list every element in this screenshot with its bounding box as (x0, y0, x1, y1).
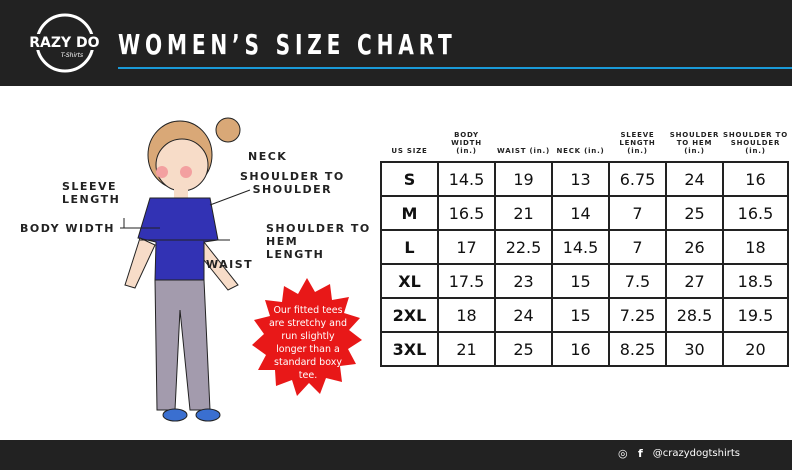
value-cell: 22.5 (494, 229, 553, 265)
value-cell: 17.5 (437, 263, 496, 299)
label-body-width: BODY WIDTH (20, 222, 115, 235)
size-cell: 3XL (380, 331, 439, 367)
callout-starburst (252, 278, 362, 396)
label-shoulder-to-shoulder: SHOULDER TO SHOULDER (240, 170, 345, 196)
table-row: S 14.5 19 13 6.75 24 16 (380, 161, 789, 197)
size-table: US SIZE BODY WIDTH (in.) WAIST (in.) NECK (… (380, 125, 789, 367)
header: CRAZY DOG T-Shirts WOMEN’S SIZE CHART (0, 0, 792, 86)
value-cell: 19 (494, 161, 553, 197)
label-sleeve-length: SLEEVE LENGTH (62, 180, 121, 206)
value-cell: 8.25 (608, 331, 667, 367)
table-row: M 16.5 21 14 7 25 16.5 (380, 195, 789, 231)
value-cell: 19.5 (722, 297, 789, 333)
value-cell: 26 (665, 229, 724, 265)
size-cell: M (380, 195, 439, 231)
label-neck: NECK (248, 150, 288, 163)
size-cell: S (380, 161, 439, 197)
value-cell: 28.5 (665, 297, 724, 333)
value-cell: 16 (722, 161, 789, 197)
column-header: NECK (in.) (556, 147, 605, 155)
value-cell: 14 (551, 195, 610, 231)
value-cell: 15 (551, 263, 610, 299)
value-cell: 16.5 (437, 195, 496, 231)
value-cell: 18 (437, 297, 496, 333)
value-cell: 25 (494, 331, 553, 367)
value-cell: 7.25 (608, 297, 667, 333)
value-cell: 25 (665, 195, 724, 231)
value-cell: 16.5 (722, 195, 789, 231)
woman-illustration (120, 117, 251, 422)
column-header: SLEEVE LENGTH (in.) (619, 131, 656, 155)
value-cell: 20 (722, 331, 789, 367)
column-header: WAIST (in.) (497, 147, 550, 155)
value-cell: 21 (437, 331, 496, 367)
value-cell: 24 (494, 297, 553, 333)
column-header: SHOULDER TO HEM (in.) (669, 131, 720, 155)
facebook-icon[interactable]: f (638, 447, 643, 460)
social-handle[interactable]: @crazydogtshirts (652, 448, 740, 459)
svg-text:T-Shirts: T-Shirts (61, 52, 83, 59)
value-cell: 23 (494, 263, 553, 299)
value-cell: 21 (494, 195, 553, 231)
callout-text: Our fitted tees are stretchy and run sli… (268, 305, 348, 381)
page-title: WOMEN’S SIZE CHART (118, 28, 457, 61)
size-cell: L (380, 229, 439, 265)
value-cell: 18 (722, 229, 789, 265)
instagram-icon[interactable]: ◎ (618, 447, 628, 460)
table-row: XL 17.5 23 15 7.5 27 18.5 (380, 263, 789, 299)
value-cell: 7.5 (608, 263, 667, 299)
value-cell: 13 (551, 161, 610, 197)
value-cell: 16 (551, 331, 610, 367)
table-row: 3XL 21 25 16 8.25 30 20 (380, 331, 789, 367)
crazy-dog-logo: CRAZY DOG T-Shirts (30, 13, 100, 73)
table-row: 2XL 18 24 15 7.25 28.5 19.5 (380, 297, 789, 333)
value-cell: 18.5 (722, 263, 789, 299)
value-cell: 15 (551, 297, 610, 333)
value-cell: 7 (608, 229, 667, 265)
value-cell: 17 (437, 229, 496, 265)
label-waist: WAIST (206, 258, 254, 271)
label-shoulder-to-hem: SHOULDER TO HEM LENGTH (266, 222, 371, 261)
value-cell: 30 (665, 331, 724, 367)
svg-text:CRAZY DOG: CRAZY DOG (30, 35, 100, 51)
value-cell: 7 (608, 195, 667, 231)
value-cell: 6.75 (608, 161, 667, 197)
table-row: L 17 22.5 14.5 7 26 18 (380, 229, 789, 265)
size-cell: XL (380, 263, 439, 299)
footer: ◎ f @crazydogtshirts (0, 440, 792, 470)
accent-rule (118, 67, 792, 69)
value-cell: 14.5 (551, 229, 610, 265)
column-header: BODY WIDTH (in.) (451, 131, 482, 155)
value-cell: 27 (665, 263, 724, 299)
column-header: US SIZE (391, 147, 428, 155)
size-cell: 2XL (380, 297, 439, 333)
column-header: SHOULDER TO SHOULDER (in.) (723, 131, 788, 155)
value-cell: 14.5 (437, 161, 496, 197)
value-cell: 24 (665, 161, 724, 197)
